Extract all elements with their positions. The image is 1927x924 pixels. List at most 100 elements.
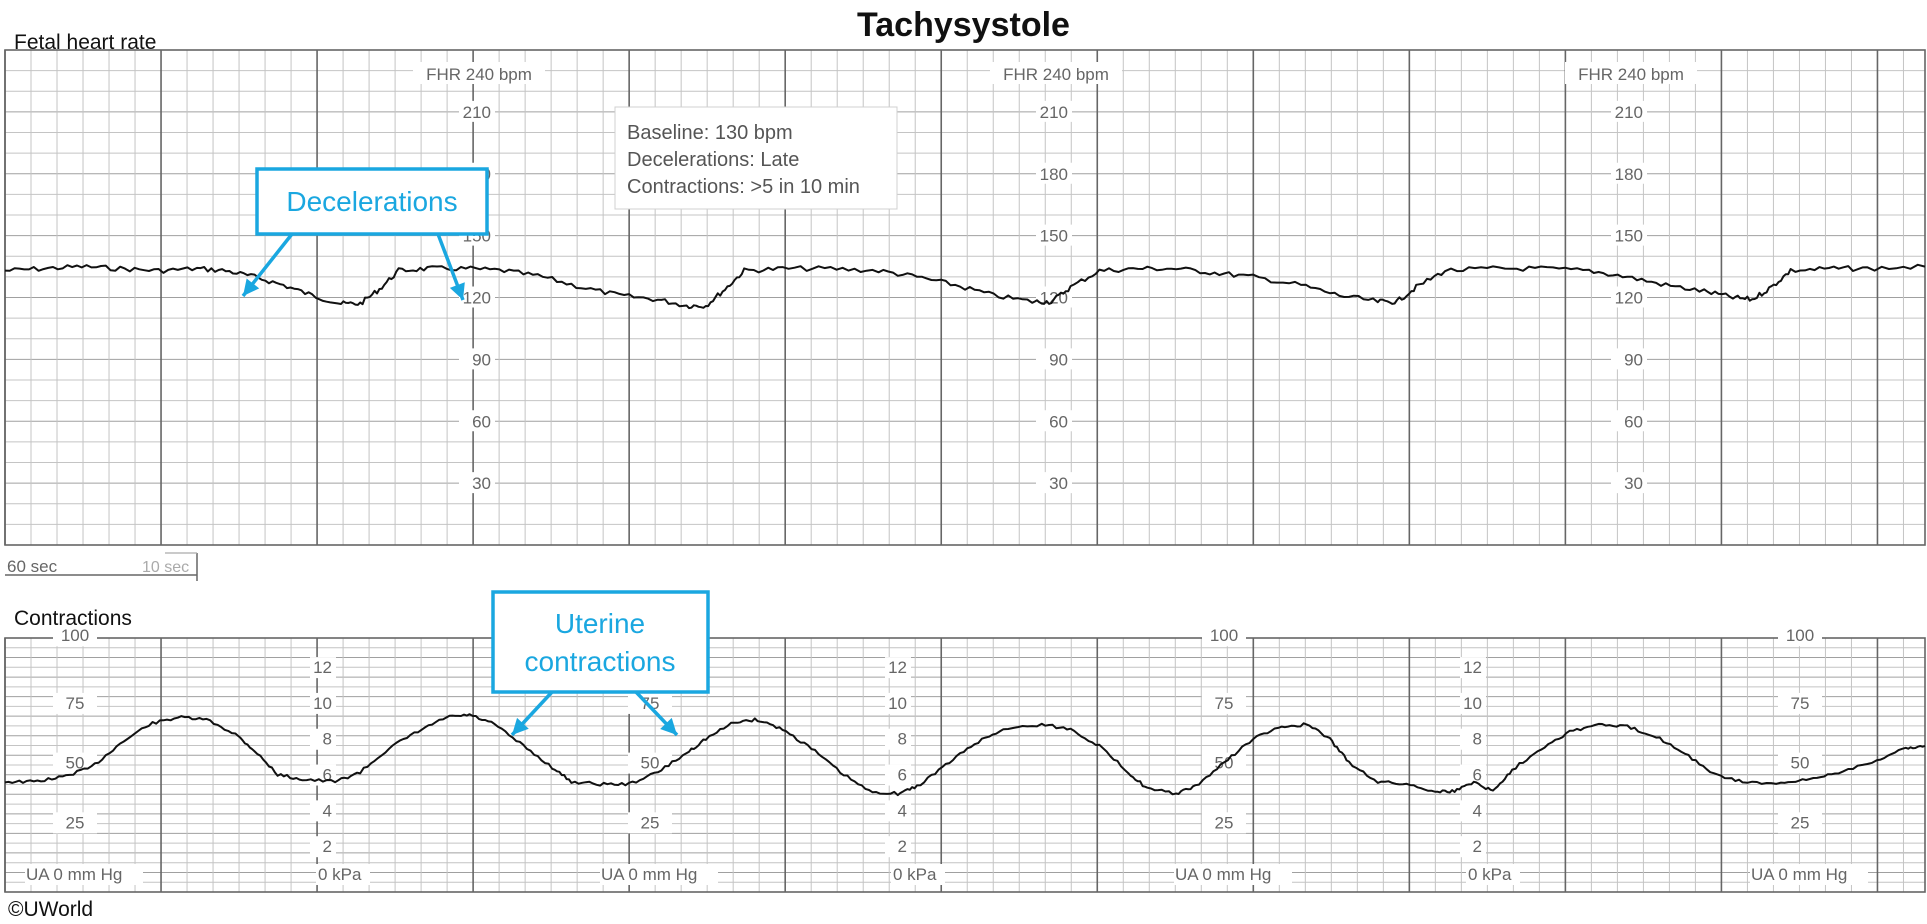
fhr-tick-bg — [1036, 472, 1072, 494]
ua-kpa-tick-label: 10 — [1463, 694, 1482, 713]
fhr-tick-label: 60 — [472, 412, 491, 431]
ua-kpa-tick-bg — [310, 728, 336, 750]
fhr-tick-bg — [459, 286, 495, 308]
fhr-tick-label: 120 — [463, 289, 491, 308]
fhr-axis-title: FHR 240 bpm — [1003, 65, 1109, 84]
ua-mmhg-tick-label: 25 — [1215, 813, 1234, 832]
ua-kpa-tick-label: 2 — [1473, 837, 1482, 856]
ua-kpa-tick-label: 6 — [323, 766, 332, 785]
fhr-trace-line — [4, 263, 1926, 310]
ua-kpa-tick-label: 10 — [313, 694, 332, 713]
fhr-tick-bg — [459, 472, 495, 494]
ua-kpa-tick-bg — [310, 800, 336, 822]
ua-kpa-tick-bg — [885, 800, 911, 822]
ua-mmhg-footer-bg — [25, 864, 143, 885]
ua-mmhg-tick-label: 25 — [1791, 813, 1810, 832]
fhr-tick-bg — [1036, 348, 1072, 370]
ua-mmhg-tick-label: 50 — [66, 754, 85, 773]
ua-mmhg-tick-bg — [1778, 625, 1822, 647]
fhr-tick-bg — [1036, 224, 1072, 246]
ua-mmhg-footer: UA 0 mm Hg — [1751, 865, 1847, 884]
ua-mmhg-footer-bg — [1750, 864, 1868, 885]
fhr-axis-title-bg — [990, 62, 1122, 84]
fhr-tick-bg — [1611, 286, 1647, 308]
fhr-tick-label: 30 — [1624, 474, 1643, 493]
uterine-arrow-right-head — [660, 717, 677, 735]
fhr-tick-bg — [1611, 100, 1647, 122]
ua-mmhg-tick-bg — [1778, 692, 1822, 714]
fhr-axis-title-bg — [413, 62, 545, 84]
ua-mmhg-tick-label: 100 — [1786, 626, 1814, 645]
ua-mmhg-tick-bg — [1778, 752, 1822, 774]
uterine-callout-line2: contractions — [525, 646, 676, 677]
ua-mmhg-tick-label: 75 — [1791, 694, 1810, 713]
ua-mmhg-footer: UA 0 mm Hg — [1175, 865, 1271, 884]
ua-mmhg-tick-bg — [53, 692, 97, 714]
info-box — [614, 106, 898, 210]
fhr-axis-title: FHR 240 bpm — [426, 65, 532, 84]
ua-kpa-tick-label: 4 — [323, 801, 332, 820]
ua-mmhg-footer: UA 0 mm Hg — [601, 865, 697, 884]
ua-frame — [4, 637, 1926, 893]
ua-kpa-tick-bg — [885, 657, 911, 679]
fhr-tick-bg — [1036, 410, 1072, 432]
fhr-tick-bg — [1036, 100, 1072, 122]
fhr-section-label: Fetal heart rate — [14, 31, 157, 54]
fhr-tick-bg — [1611, 472, 1647, 494]
ua-kpa-tick-label: 12 — [313, 658, 332, 677]
scale-bar-major-label: 60 sec — [7, 557, 58, 576]
ua-kpa-footer: 0 kPa — [318, 865, 362, 884]
info-box-line: Baseline: 130 bpm — [627, 122, 793, 144]
fhr-tick-bg — [1611, 348, 1647, 370]
uterine-arrow-left-head — [512, 717, 529, 735]
ua-kpa-tick-label: 10 — [888, 694, 907, 713]
ua-mmhg-tick-label: 75 — [1215, 694, 1234, 713]
fhr-tick-label: 60 — [1624, 412, 1643, 431]
fhr-frame — [4, 49, 1926, 546]
ua-kpa-tick-label: 12 — [1463, 658, 1482, 677]
scale-bar-minor-label: 10 sec — [142, 559, 189, 576]
ua-mmhg-footer: UA 0 mm Hg — [26, 865, 122, 884]
ua-kpa-tick-bg — [885, 764, 911, 786]
fhr-tick-label: 90 — [1624, 350, 1643, 369]
ua-kpa-footer-bg — [891, 864, 945, 885]
decelerations-callout-text: Decelerations — [286, 186, 457, 217]
ua-kpa-tick-label: 6 — [1473, 766, 1482, 785]
fhr-tick-bg — [1611, 162, 1647, 184]
ua-kpa-tick-label: 4 — [1473, 801, 1482, 820]
ua-kpa-footer: 0 kPa — [893, 865, 937, 884]
ua-kpa-tick-bg — [310, 692, 336, 714]
uterine-callout-box — [491, 590, 710, 694]
fhr-tick-label: 60 — [1049, 412, 1068, 431]
ua-mmhg-tick-bg — [628, 752, 672, 774]
ua-mmhg-tick-label: 25 — [641, 813, 660, 832]
contractions-section-label: Contractions — [14, 607, 132, 630]
fhr-tick-bg — [459, 348, 495, 370]
fhr-tick-label: 180 — [1040, 165, 1068, 184]
fhr-axis-title: FHR 240 bpm — [1578, 65, 1684, 84]
ua-mmhg-tick-bg — [53, 625, 97, 647]
ua-trace-line — [4, 713, 1926, 797]
copyright: ©UWorld — [8, 898, 94, 921]
ua-mmhg-tick-label: 25 — [66, 813, 85, 832]
ua-mmhg-tick-bg — [53, 812, 97, 834]
ua-kpa-tick-label: 8 — [898, 730, 907, 749]
ua-kpa-tick-bg — [1460, 836, 1486, 858]
fhr-tick-label: 210 — [1040, 103, 1068, 122]
fhr-tick-bg — [1036, 162, 1072, 184]
ua-mmhg-tick-label: 50 — [1791, 754, 1810, 773]
ua-mmhg-tick-bg — [1202, 625, 1246, 647]
decelerations-callout-box — [255, 167, 489, 236]
fhr-tick-label: 210 — [1615, 103, 1643, 122]
fhr-tick-label: 90 — [472, 350, 491, 369]
ua-kpa-tick-bg — [310, 836, 336, 858]
ua-mmhg-tick-label: 75 — [641, 694, 660, 713]
ua-mmhg-footer-bg — [1174, 864, 1292, 885]
ua-kpa-tick-bg — [1460, 800, 1486, 822]
fhr-tick-label: 180 — [1615, 165, 1643, 184]
ua-kpa-tick-label: 12 — [888, 658, 907, 677]
ua-mmhg-tick-bg — [1202, 692, 1246, 714]
fhr-tick-bg — [459, 100, 495, 122]
ua-kpa-tick-bg — [310, 657, 336, 679]
